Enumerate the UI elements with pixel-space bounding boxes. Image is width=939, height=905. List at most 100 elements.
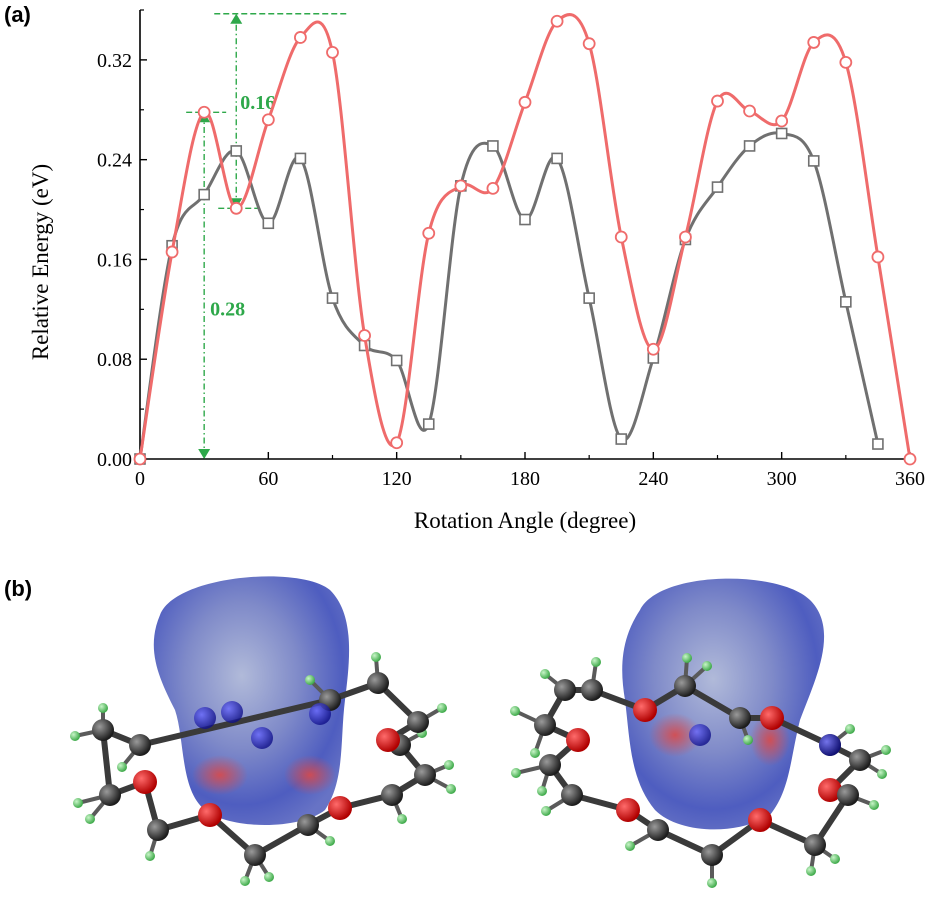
oxygen-atom <box>633 698 657 722</box>
hydrogen-atom <box>540 669 550 679</box>
gray-series-point <box>551 152 563 165</box>
carbon-atom <box>381 784 403 806</box>
gray-series-point <box>487 140 499 152</box>
annotation-label: 0.16 <box>240 92 275 114</box>
red-series-point <box>679 230 692 244</box>
carbon-atom <box>539 754 561 776</box>
surface-red-region <box>649 713 701 757</box>
molecular-structures-illustration <box>70 576 891 888</box>
y-axis-title: Relative Energy (eV) <box>28 164 53 360</box>
panel-label-a: (a) <box>4 2 31 27</box>
hydrogen-atom <box>702 661 712 671</box>
red-series-point <box>582 37 596 51</box>
hydrogen-atom <box>145 851 155 861</box>
hydrogen-atom <box>806 866 816 876</box>
hydrogen-atom <box>537 786 547 796</box>
y-tick-label: 0.24 <box>97 150 132 172</box>
carbon-atom <box>674 675 696 697</box>
oxygen-atom <box>198 803 222 827</box>
hydrogen-atom <box>397 814 407 824</box>
panel-label-b: (b) <box>4 576 33 601</box>
carbon-atom <box>554 679 576 701</box>
hydrogen-atom <box>510 706 520 716</box>
red-series-point <box>518 95 532 109</box>
oxygen-atom <box>818 778 842 802</box>
gray-series-point <box>422 418 435 430</box>
carbon-atom <box>297 814 319 836</box>
hydrogen-atom <box>305 675 315 685</box>
carbon-atom <box>244 844 266 866</box>
red-series-point <box>711 94 724 108</box>
carbon-atom <box>849 749 871 771</box>
gray-series-point <box>615 433 628 445</box>
gray-series-point <box>711 181 724 193</box>
nitrogen-atom <box>309 703 331 725</box>
y-tick-label: 0.32 <box>97 50 132 72</box>
oxygen-atom <box>376 728 400 752</box>
oxygen-atom <box>760 706 784 730</box>
red-series-point <box>550 14 564 28</box>
annotation-arrowhead <box>230 13 243 24</box>
energy-barrier-annotation: 0.16 <box>214 13 348 210</box>
red-series-point <box>839 55 853 69</box>
hydrogen-atom <box>85 814 95 824</box>
hydrogen-atom <box>845 724 855 734</box>
carbon-atom <box>837 784 859 806</box>
red-series-point <box>294 31 307 44</box>
red-series-point <box>614 230 628 244</box>
red-series-point <box>358 329 371 342</box>
red-series-point <box>261 113 275 127</box>
gray-series-point <box>230 145 243 157</box>
hydrogen-atom <box>98 703 108 713</box>
gray-series-point <box>775 127 788 140</box>
x-tick-label: 0 <box>135 468 145 490</box>
carbon-atom <box>701 844 723 866</box>
chart-series <box>133 13 917 466</box>
gray-series-point <box>390 354 403 367</box>
carbon-atom <box>729 707 751 729</box>
left-molecule <box>70 576 456 886</box>
red-series-point <box>646 342 660 356</box>
carbon-atom <box>414 764 436 786</box>
hydrogen-atom <box>511 768 521 778</box>
gray-series-point <box>743 140 756 152</box>
nitrogen-atom <box>194 707 216 729</box>
hydrogen-atom <box>869 800 879 810</box>
axis-frame <box>139 10 910 460</box>
red-series-line <box>138 13 912 460</box>
nitrogen-atom <box>221 701 243 723</box>
hydrogen-atom <box>682 653 692 663</box>
chart-axes: 0 60 120 180 240 300 360 0.00 0.08 0.16 0.24 0.32 <box>97 9 925 490</box>
right-molecule <box>510 578 891 888</box>
electrostatic-surface <box>622 578 825 830</box>
gray-series-point <box>326 292 339 304</box>
gray-series-point <box>872 438 884 450</box>
gray-series-point <box>840 296 852 308</box>
annotation-label: 0.28 <box>210 299 245 321</box>
x-tick-label: 180 <box>510 468 540 490</box>
hydrogen-atom <box>240 876 250 886</box>
oxygen-atom <box>748 808 772 832</box>
red-series-point <box>903 452 917 466</box>
chart-annotations: 0.16 0.28 <box>186 13 348 459</box>
carbon-atom <box>367 672 389 694</box>
hydrogen-atom <box>881 745 891 755</box>
gray-series-point <box>583 292 595 304</box>
red-series-point <box>454 179 468 193</box>
carbon-atom <box>99 784 121 806</box>
hydrogen-atom <box>541 806 551 816</box>
carbon-atom <box>804 834 826 856</box>
red-series-point <box>775 114 789 128</box>
carbon-atom <box>147 819 169 841</box>
gray-series-point <box>294 152 307 165</box>
carbon-atom <box>129 734 151 756</box>
nitrogen-atom <box>689 724 711 746</box>
carbon-atom <box>534 714 556 736</box>
y-tick-label: 0.16 <box>97 249 132 271</box>
gray-series-point <box>807 155 820 167</box>
red-series-point <box>807 36 821 49</box>
hydrogen-atom <box>446 784 456 794</box>
red-series-point <box>422 226 436 240</box>
hydrogen-atom <box>73 798 83 808</box>
